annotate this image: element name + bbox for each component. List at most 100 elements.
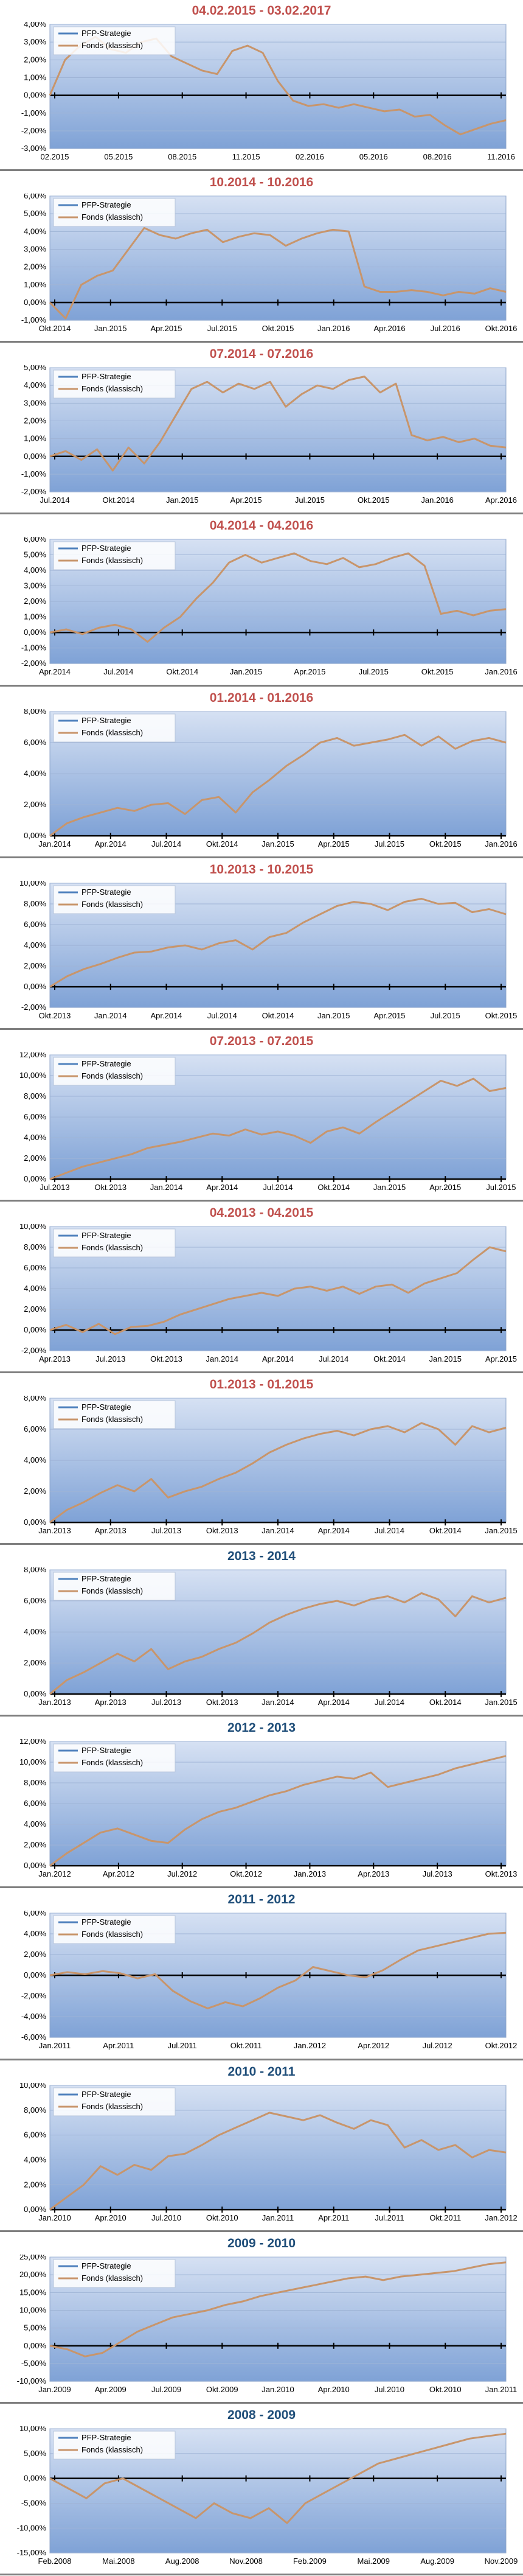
chart-panel: 07.2013 - 07.2015 12,00% 10,00% 8,00% 6,00% 4… xyxy=(0,1031,523,1202)
chart-svg: 10,00%8,00%6,00%4,00%2,00%0,00%-2,00%Apr… xyxy=(19,1224,517,1363)
x-tick-label: Okt.2015 xyxy=(262,324,294,333)
y-tick-label: 6,00% xyxy=(24,1112,46,1121)
panel-divider xyxy=(0,169,523,172)
chart-panel: 04.02.2015 - 03.02.2017 4,00% 3,00% 2,00% 1,… xyxy=(0,0,523,172)
chart-title: 10.2013 - 10.2015 xyxy=(209,862,314,877)
y-tick-label: 0,00% xyxy=(24,2474,46,2483)
panel-divider xyxy=(0,856,523,858)
y-tick-label: 1,00% xyxy=(24,612,46,621)
series-line xyxy=(49,1755,507,1867)
x-tick-label: Apr.2014 xyxy=(206,1183,238,1192)
y-tick-label: 4,00% xyxy=(24,22,46,29)
x-tick-label: Jan.2015 xyxy=(485,1698,517,1707)
x-tick-label: 08.2016 xyxy=(423,152,452,161)
panel-divider xyxy=(0,2401,523,2404)
legend-label: PFP-Strategie xyxy=(81,887,131,897)
y-tick-label: 3,00% xyxy=(24,581,46,590)
chart-panel: 2011 - 2012 6,00% 4,00% 2,00% 0,00% -2,00% -4,… xyxy=(0,1889,523,2060)
legend-box xyxy=(53,1400,176,1429)
y-tick-label: 4,00% xyxy=(24,1929,46,1938)
y-tick-label: 4,00% xyxy=(24,1455,46,1465)
y-tick-label: -2,00% xyxy=(21,487,47,496)
x-tick-label: Jul.2014 xyxy=(375,1526,404,1535)
y-tick-label: 3,00% xyxy=(24,37,46,46)
y-tick-label: 2,00% xyxy=(24,1153,46,1163)
y-tick-label: 5,00% xyxy=(24,2323,46,2332)
x-tick-label: Jul.2014 xyxy=(151,839,181,849)
panel-divider xyxy=(0,341,523,343)
x-tick-label: Jul.2013 xyxy=(151,1526,181,1535)
x-tick-label: Apr.2015 xyxy=(230,495,262,505)
y-tick-label: -2,00% xyxy=(21,659,47,668)
legend-label: Fonds (klassisch) xyxy=(81,2273,143,2283)
legend-box xyxy=(53,26,176,55)
chart-svg: 4,00% 3,00% 2,00% 1,00% 0,00% -1,00% -2,00% -3,… xyxy=(21,22,515,161)
panel-divider xyxy=(0,1886,523,1889)
panel-divider xyxy=(0,1027,523,1030)
chart-title: 07.2014 - 07.2016 xyxy=(209,347,314,362)
panel-divider xyxy=(0,2230,523,2232)
x-tick-label: Okt.2015 xyxy=(421,668,454,677)
legend-label: Fonds (klassisch) xyxy=(81,728,143,737)
y-tick-label: 2,00% xyxy=(24,1304,46,1314)
y-tick-label: 0,00% xyxy=(24,298,46,307)
y-tick-label: 2,00% xyxy=(24,1840,46,1849)
legend-label: Fonds (klassisch) xyxy=(81,1071,143,1080)
series-line xyxy=(49,376,507,472)
x-tick-label: Okt.2016 xyxy=(485,324,518,333)
legend-label: PFP-Strategie xyxy=(81,200,131,209)
y-tick-label: -6,00% xyxy=(21,2033,47,2042)
legend-label: PFP-Strategie xyxy=(81,372,131,381)
legend-box xyxy=(53,885,176,914)
chart-panel: 2013 - 2014 8,00% 6,00% 4,00% 2,00% 0,00% Jan.… xyxy=(0,1545,523,1717)
chart-svg: 6,00% 5,00% 4,00% 3,00% 2,00% 1,00% 0,00% -1,00… xyxy=(21,537,518,677)
y-tick-label: -2,00% xyxy=(21,1346,47,1355)
y-tick-label: 0,00% xyxy=(24,1971,46,1980)
panel-divider xyxy=(0,513,523,515)
x-tick-label: Jan.2012 xyxy=(485,2213,517,2222)
panel-divider xyxy=(0,1715,523,1717)
y-tick-label: -1,00% xyxy=(21,108,47,117)
panel-divider xyxy=(0,2058,523,2060)
series-line xyxy=(49,2432,507,2524)
x-tick-label: Okt.2014 xyxy=(206,839,238,849)
legend-box xyxy=(53,369,176,399)
x-tick-label: Apr.2013 xyxy=(95,1698,126,1707)
x-tick-label: Okt.2010 xyxy=(429,2385,462,2394)
y-tick-label: 0,00% xyxy=(24,628,46,637)
series-line xyxy=(49,1932,507,2010)
x-tick-label: Jul.2012 xyxy=(423,2042,452,2051)
y-tick-label: 2,00% xyxy=(24,961,46,970)
x-tick-label: Jan.2016 xyxy=(485,839,517,849)
y-tick-label: 10,00% xyxy=(19,2305,46,2314)
x-tick-label: Okt.2014 xyxy=(317,1183,350,1192)
x-tick-label: Jan.2015 xyxy=(429,1354,462,1363)
x-tick-label: Apr.2012 xyxy=(358,2042,389,2051)
chart-svg: 5,00% 4,00% 3,00% 2,00% 1,00% 0,00% -1,00% -2,0… xyxy=(21,365,517,505)
x-tick-label: Jul.2013 xyxy=(151,1698,181,1707)
x-tick-label: Jul.2014 xyxy=(375,1698,404,1707)
y-tick-label: 3,00% xyxy=(24,399,46,408)
x-tick-label: Okt.2015 xyxy=(429,839,462,849)
x-tick-label: Apr.2015 xyxy=(151,324,182,333)
y-tick-label: 4,00% xyxy=(24,2155,46,2164)
y-tick-label: 4,00% xyxy=(24,1627,46,1636)
chart-panel: 04.2014 - 04.2016 6,00% 5,00% 4,00% 3,00% 2,0… xyxy=(0,515,523,687)
y-tick-label: 4,00% xyxy=(24,380,46,390)
chart-svg: 25,00% 20,00% 15,00% 10,00% 5,00% 0,00% -5,00%… xyxy=(17,2255,518,2394)
y-tick-label: 6,00% xyxy=(24,1911,46,1917)
chart-panel: 2012 - 2013 12,00% 10,00% 8,00% 6,00% 4,00% 2,… xyxy=(0,1717,523,1889)
x-tick-label: Jan.2016 xyxy=(317,324,350,333)
legend-label: PFP-Strategie xyxy=(81,1574,131,1583)
chart-title: 04.02.2015 - 03.02.2017 xyxy=(192,4,331,18)
x-tick-label: Jan.2016 xyxy=(421,495,453,505)
y-tick-label: 4,00% xyxy=(24,940,46,950)
legend-label: PFP-Strategie xyxy=(81,2433,131,2442)
y-tick-label: 12,00% xyxy=(19,1739,46,1746)
y-tick-label: 6,00% xyxy=(24,537,46,544)
chart-panel: 2010 - 2011 10,00% 8,00% 6,00% 4,00% 2,00% 0,0… xyxy=(0,2061,523,2233)
x-tick-label: Okt.2013 xyxy=(94,1183,126,1192)
x-tick-label: Jan.2014 xyxy=(262,1526,294,1535)
chart-svg: 8,00% 6,00% 4,00% 2,00% 0,00%Jan.2013 Apr.201… xyxy=(24,1396,518,1535)
legend-label: Fonds (klassisch) xyxy=(81,212,143,222)
